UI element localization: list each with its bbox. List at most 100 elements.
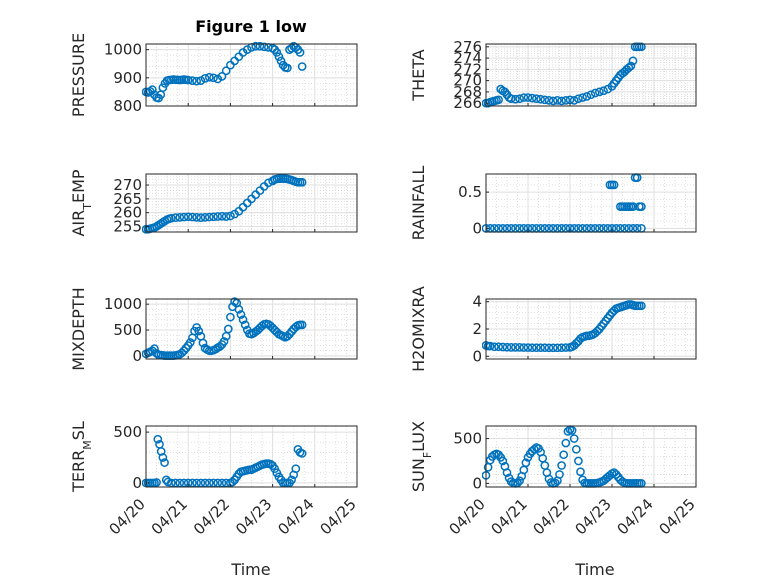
data-point	[297, 449, 307, 458]
data-point	[255, 41, 265, 51]
data-point	[561, 96, 571, 105]
y-tick-label: 0	[472, 347, 482, 365]
y-tick-label: 260	[113, 204, 142, 222]
data-point	[553, 96, 562, 105]
data-point	[217, 211, 227, 221]
data-point	[569, 434, 579, 443]
data-point	[297, 320, 307, 330]
y-tick-label: 272	[453, 60, 482, 78]
data-point	[578, 93, 587, 102]
data-point	[272, 48, 282, 57]
data-point	[624, 63, 634, 73]
data-point	[561, 438, 571, 448]
data-point	[548, 343, 558, 353]
data-point	[511, 343, 520, 352]
data-point	[592, 326, 602, 336]
data-point	[295, 48, 305, 57]
data-point	[637, 42, 646, 52]
data-point	[506, 94, 516, 104]
y-tick-label: 0	[472, 474, 482, 492]
y-tick-label: 270	[113, 176, 142, 194]
data-point	[628, 202, 638, 211]
data-point	[213, 212, 223, 221]
data-point	[540, 95, 550, 105]
axes-box	[145, 425, 358, 488]
data-point	[215, 342, 225, 351]
data-point	[567, 426, 577, 435]
data-point	[160, 458, 169, 467]
y-axis-label-h2omixra: H2OMIXRA	[409, 286, 428, 372]
series-h2omixra	[482, 300, 646, 353]
data-point	[515, 343, 524, 352]
y-tick-label: 266	[453, 94, 482, 112]
data-point	[200, 213, 210, 222]
data-point	[297, 62, 307, 71]
y-tick-label: 274	[453, 49, 482, 67]
series-theta	[482, 42, 646, 108]
data-point	[609, 180, 619, 190]
y-tick-label: 0	[472, 219, 482, 237]
y-tick-label: 800	[113, 97, 142, 115]
data-point	[226, 211, 235, 221]
y-tick-label: 270	[453, 72, 482, 90]
data-point	[152, 478, 161, 487]
data-point	[192, 213, 201, 222]
data-point	[175, 213, 185, 222]
series-air-temp	[142, 174, 307, 234]
data-point	[242, 45, 252, 54]
data-point	[297, 177, 307, 187]
y-tick-label: 500	[113, 321, 142, 339]
data-point	[536, 94, 545, 104]
y-axis-label-pressure: PRESSURE	[69, 33, 88, 117]
y-tick-label: 255	[113, 217, 142, 235]
data-point	[536, 343, 545, 353]
data-point	[228, 477, 237, 487]
y-axis-label-mixdepth: MIXDEPTH	[69, 287, 88, 370]
y-tick-label: 4	[472, 293, 482, 311]
data-point	[490, 342, 499, 352]
y-axis-label-rainfall: RAINFALL	[409, 166, 428, 241]
data-point	[532, 343, 541, 353]
x-axis-label-left: Time	[230, 560, 270, 579]
y-tick-label: 276	[453, 38, 482, 56]
y-tick-label: 265	[113, 190, 142, 208]
axes-box	[485, 425, 697, 488]
data-point	[171, 213, 180, 222]
data-point	[557, 343, 566, 353]
data-point	[196, 213, 206, 222]
data-point	[200, 74, 210, 83]
data-point	[204, 212, 214, 222]
data-point	[553, 343, 562, 353]
data-point	[223, 324, 233, 334]
data-point	[519, 343, 529, 352]
data-point	[485, 341, 495, 351]
y-tick-label: 500	[113, 423, 142, 441]
y-tick-label: 500	[453, 430, 482, 448]
axes-box	[485, 173, 697, 233]
y-tick-label: 1000	[104, 41, 142, 59]
panel-pressure: 800 900 1000 PRESSURE	[69, 33, 358, 117]
data-point	[599, 86, 608, 96]
data-point	[185, 338, 195, 347]
data-point	[166, 213, 176, 223]
data-point	[204, 72, 214, 82]
axes-box	[145, 43, 358, 107]
data-point	[590, 88, 600, 98]
data-point	[236, 310, 246, 319]
data-point	[226, 312, 235, 322]
data-point	[563, 427, 573, 436]
data-point	[209, 212, 218, 222]
data-point	[240, 320, 250, 330]
series-sun-flux	[482, 425, 646, 488]
figure-title: Figure 1 low	[195, 17, 307, 36]
data-point	[515, 94, 524, 104]
data-point	[582, 92, 592, 101]
data-point	[523, 93, 533, 102]
data-point	[259, 42, 269, 52]
data-point	[198, 338, 208, 348]
data-point	[179, 212, 189, 222]
y-axis-label-theta: THETA	[409, 49, 428, 101]
data-point	[153, 434, 163, 444]
